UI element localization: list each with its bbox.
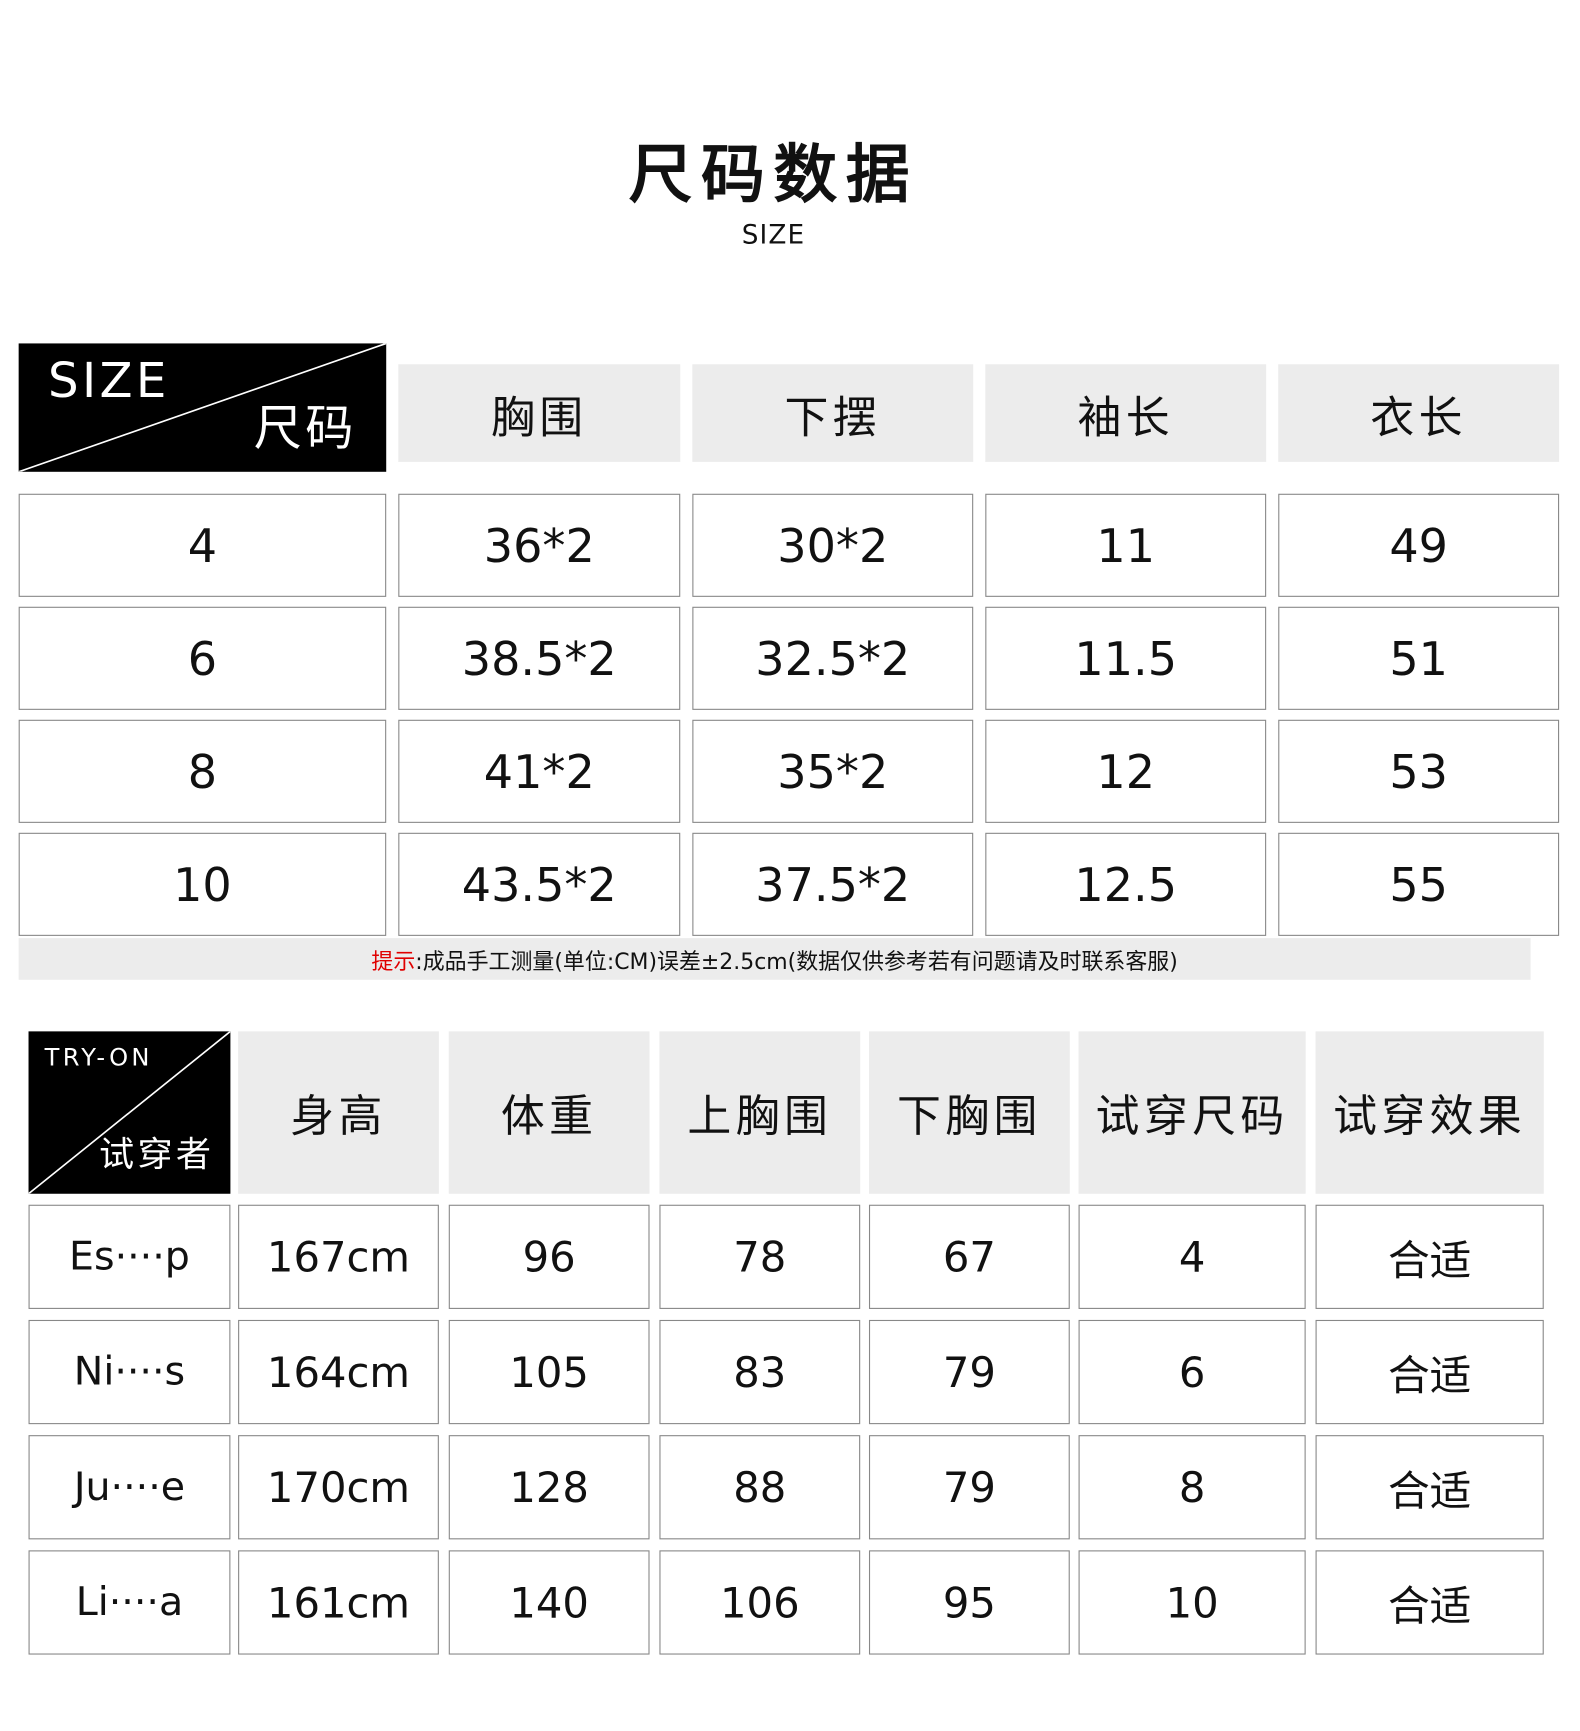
value-cell: 79 [868,1435,1070,1540]
tryon-name-cell: Es····p [28,1204,231,1309]
corner-label-bottom: 尺码 [253,400,357,457]
column-header: 上胸围 [659,1031,861,1194]
value-cell: 164cm [238,1319,439,1425]
value-cell: 12.5 [985,832,1267,936]
tryon-name-cell: Ju····e [28,1435,231,1540]
value-cell: 78 [659,1204,861,1309]
column-header: 袖长 [985,364,1267,462]
size-cell: 8 [18,719,387,823]
column-header: 下胸围 [868,1031,1070,1194]
diagonal-divider [18,343,387,472]
corner-label-bottom: 试穿者 [99,1133,215,1176]
value-cell: 11.5 [985,606,1267,710]
value-cell: 170cm [238,1435,439,1540]
column-header: 下摆 [692,364,974,462]
note-label: 提示 [371,947,416,974]
corner-label-top: TRY-ON [44,1044,153,1072]
value-cell: 106 [659,1550,861,1655]
value-cell: 6 [1078,1319,1306,1425]
value-cell: 38.5*2 [398,606,681,710]
tryon-name-cell: Li····a [28,1550,231,1655]
corner-label-top: SIZE [48,353,170,410]
value-cell: 37.5*2 [692,832,974,936]
value-cell: 95 [868,1550,1070,1655]
note-text: :成品手工测量(单位:CM)误差±2.5cm(数据仅供参考若有问题请及时联系客服… [415,947,1178,974]
value-cell: 49 [1278,493,1560,597]
value-cell: 83 [659,1319,861,1425]
value-cell: 43.5*2 [398,832,681,936]
value-cell: 30*2 [692,493,974,597]
table-corner-header: TRY-ON 试穿者 [28,1031,231,1194]
value-cell: 41*2 [398,719,681,823]
tryon-name-cell: Ni····s [28,1319,231,1425]
value-cell: 53 [1278,719,1560,823]
column-header: 试穿尺码 [1078,1031,1306,1194]
value-cell: 55 [1278,832,1560,936]
value-cell: 合适 [1315,1435,1544,1540]
column-header: 试穿效果 [1315,1031,1544,1194]
value-cell: 167cm [238,1204,439,1309]
value-cell: 140 [448,1550,650,1655]
value-cell: 10 [1078,1550,1306,1655]
table-corner-header: SIZE 尺码 [18,343,387,472]
value-cell: 67 [868,1204,1070,1309]
value-cell: 4 [1078,1204,1306,1309]
column-header: 衣长 [1278,364,1560,462]
size-cell: 4 [18,493,387,597]
value-cell: 161cm [238,1550,439,1655]
size-cell: 6 [18,606,387,710]
size-cell: 10 [18,832,387,936]
value-cell: 合适 [1315,1550,1544,1655]
value-cell: 88 [659,1435,861,1540]
column-header: 胸围 [398,364,681,462]
value-cell: 105 [448,1319,650,1425]
page-subtitle: SIZE [741,219,806,251]
value-cell: 32.5*2 [692,606,974,710]
value-cell: 合适 [1315,1319,1544,1425]
measurement-note: 提示:成品手工测量(单位:CM)误差±2.5cm(数据仅供参考若有问题请及时联系… [18,938,1531,980]
value-cell: 12 [985,719,1267,823]
diagonal-divider [28,1031,231,1194]
value-cell: 51 [1278,606,1560,710]
value-cell: 96 [448,1204,650,1309]
value-cell: 79 [868,1319,1070,1425]
value-cell: 11 [985,493,1267,597]
value-cell: 合适 [1315,1204,1544,1309]
value-cell: 36*2 [398,493,681,597]
column-header: 体重 [448,1031,650,1194]
column-header: 身高 [238,1031,439,1194]
value-cell: 8 [1078,1435,1306,1540]
value-cell: 128 [448,1435,650,1540]
value-cell: 35*2 [692,719,974,823]
page-title: 尺码数据 [628,137,919,212]
